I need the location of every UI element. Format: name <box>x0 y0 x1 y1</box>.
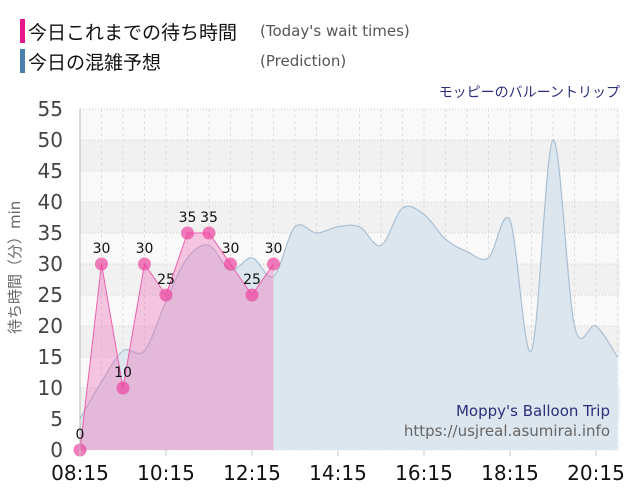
svg-text:40: 40 <box>38 190 63 214</box>
svg-text:10:15: 10:15 <box>137 461 195 485</box>
legend-label-actual-en: (Today's wait times) <box>260 22 410 40</box>
actual-area <box>73 226 280 457</box>
legend-label-prediction-en: (Prediction) <box>260 52 347 70</box>
y-axis-label: 待ち時間（分）min <box>6 200 24 334</box>
svg-text:14:15: 14:15 <box>309 461 367 485</box>
svg-text:30: 30 <box>93 241 111 257</box>
svg-text:12:15: 12:15 <box>223 461 281 485</box>
svg-text:35: 35 <box>38 221 63 245</box>
svg-text:35: 35 <box>179 210 197 226</box>
svg-text:20: 20 <box>38 314 63 338</box>
svg-text:16:15: 16:15 <box>395 461 453 485</box>
svg-text:0: 0 <box>50 438 63 462</box>
legend-swatch-actual <box>20 19 25 43</box>
svg-text:50: 50 <box>38 128 63 152</box>
chart-title: モッピーのバルーントリップ <box>438 85 620 101</box>
svg-text:15: 15 <box>38 345 63 369</box>
svg-text:30: 30 <box>265 241 283 257</box>
svg-text:35: 35 <box>200 210 218 226</box>
svg-text:5: 5 <box>50 407 63 431</box>
svg-text:30: 30 <box>136 241 154 257</box>
svg-text:18:15: 18:15 <box>481 461 539 485</box>
svg-text:25: 25 <box>157 272 175 288</box>
legend-swatch-prediction <box>20 49 25 73</box>
svg-text:30: 30 <box>222 241 240 257</box>
svg-text:20:15: 20:15 <box>567 461 625 485</box>
svg-text:25: 25 <box>243 272 261 288</box>
svg-text:55: 55 <box>38 97 63 121</box>
prediction-area <box>79 139 618 451</box>
svg-text:45: 45 <box>38 159 63 183</box>
watermark-name: Moppy's Balloon Trip <box>455 402 610 420</box>
svg-text:30: 30 <box>38 252 63 276</box>
svg-text:10: 10 <box>38 376 63 400</box>
svg-text:10: 10 <box>114 365 132 381</box>
svg-text:08:15: 08:15 <box>51 461 109 485</box>
legend-label-actual: 今日これまでの待ち時間 <box>28 22 238 44</box>
svg-text:25: 25 <box>38 283 63 307</box>
legend-label-prediction: 今日の混雑予想 <box>28 52 162 74</box>
svg-text:0: 0 <box>76 427 85 443</box>
watermark-url: https://usjreal.asumirai.info <box>403 422 610 440</box>
